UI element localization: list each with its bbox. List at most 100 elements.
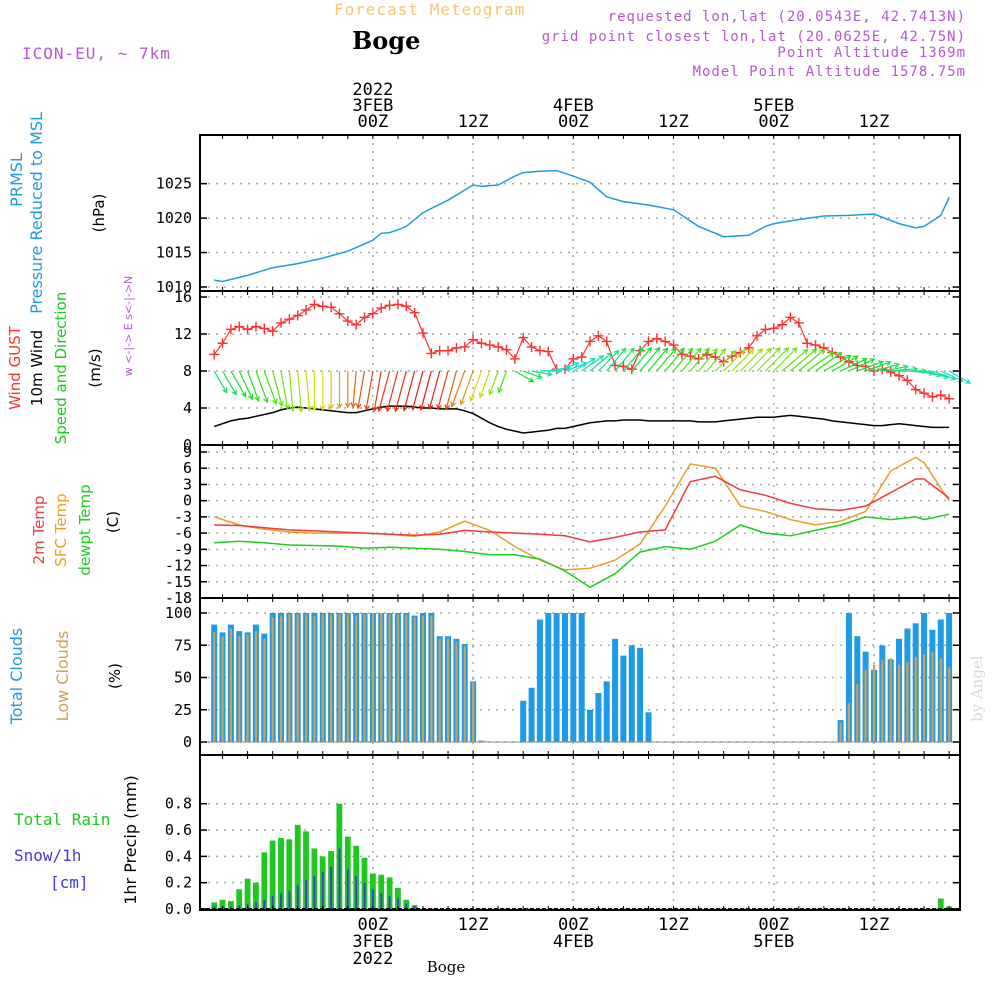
model-label: ICON-EU, ~ 7km [22, 44, 171, 63]
wind-direction-arrow [263, 370, 278, 405]
gust-marker [451, 342, 462, 353]
gust-marker [209, 349, 220, 360]
y-tick-label: -12 [165, 557, 192, 575]
y-tick-label: 0.6 [165, 821, 192, 839]
gust-marker [718, 356, 729, 367]
gust-marker [326, 302, 337, 313]
low-cloud-bar [380, 613, 383, 742]
wind-direction-arrow [581, 355, 605, 372]
rain-label: Total Rain [14, 810, 110, 829]
total-cloud-bar [528, 687, 535, 742]
gust-marker [443, 345, 454, 356]
wind-direction-arrow [639, 346, 661, 372]
wind-direction-arrow [681, 347, 702, 372]
wind-direction-arrow [714, 349, 737, 372]
gust-marker [392, 299, 403, 310]
snow-bar [255, 902, 257, 909]
wind-direction-arrow [469, 370, 483, 402]
total-cloud-bar [612, 638, 619, 742]
wind-direction-arrow [238, 370, 254, 401]
total-cloud-bar [536, 619, 543, 742]
low-cloud-bar [898, 664, 901, 742]
wind-gust-label: Wind GUST [6, 325, 24, 410]
rain-bar [261, 852, 268, 909]
total-cloud-bar [845, 613, 852, 742]
rain-bar [244, 878, 251, 909]
gust-marker [601, 336, 612, 347]
wind-direction-arrow [497, 370, 508, 394]
wind-direction-arrow [393, 370, 407, 413]
y-tick-label: 50 [174, 669, 192, 687]
snow-bar [305, 880, 307, 909]
gust-marker [284, 314, 295, 325]
low-cloud-bar [296, 614, 299, 742]
total-cloud-bar [587, 709, 593, 743]
wind-direction-arrow [350, 370, 357, 409]
wind-direction-arrow [773, 347, 798, 372]
gust-marker [593, 330, 604, 341]
gust-marker [468, 334, 479, 345]
y-tick-label: 6 [183, 459, 192, 477]
gust-marker [417, 328, 428, 339]
top-time-label: 00Z [758, 112, 789, 132]
wind-direction-arrow [305, 370, 313, 413]
wind-direction-arrow [288, 370, 296, 413]
total-cloud-bar [553, 613, 560, 742]
gust-marker [351, 319, 362, 330]
wind-direction-arrow [280, 370, 290, 411]
gust-marker [526, 341, 537, 352]
low-cloud-bar [321, 614, 324, 742]
wind-speed-line [213, 405, 950, 434]
snow-bar [296, 885, 299, 909]
wind-direction-arrow [706, 348, 727, 372]
pressure-line [214, 169, 950, 283]
temp-dewpt-line [214, 513, 950, 589]
wind-direction-arrow [731, 348, 755, 372]
wind-direction-arrow [857, 360, 885, 372]
snow-bar [355, 876, 358, 909]
wind-direction-arrow [230, 370, 247, 398]
low-cloud-bar [413, 616, 416, 742]
wind-direction-arrow [689, 347, 711, 372]
snow-bar [280, 893, 282, 909]
low-cloud-bar [939, 658, 942, 742]
top-time-label: 12Z [458, 112, 489, 132]
bottom-time-label: 4FEB [553, 932, 594, 952]
gust-line [213, 303, 950, 400]
y-tick-label: 25 [174, 701, 192, 719]
y-tick-label: 0 [183, 492, 192, 510]
low-cloud-bar [229, 628, 232, 742]
wind-direction-arrow [648, 347, 669, 372]
y-tick-label: 1015 [156, 244, 192, 262]
gust-marker [501, 344, 512, 355]
total-cloud-bar [545, 613, 552, 742]
low-cloud-bar [455, 641, 458, 742]
wind-direction-arrow [522, 370, 543, 380]
gust-marker [626, 364, 637, 375]
rain-bar [278, 837, 284, 909]
wind-speed-label: 10m Wind [28, 330, 46, 406]
rain-bar [253, 882, 259, 909]
low-cloud-bar [279, 615, 283, 742]
snow-bar [405, 903, 408, 909]
gust-marker [752, 330, 763, 341]
y-tick-label: 0.4 [165, 847, 192, 865]
bottom-time-label: 2022 [352, 949, 393, 969]
low-cloud-bar [313, 615, 316, 742]
y-tick-label: 75 [174, 636, 192, 654]
bottom-time-label: 00Z [358, 915, 389, 935]
low-cloud-bar [288, 614, 291, 742]
low-cloud-bar [213, 632, 216, 742]
gust-marker [660, 336, 671, 347]
gust-marker [760, 324, 771, 335]
gust-marker [793, 317, 804, 328]
rain-bar [219, 899, 226, 909]
snow-unit-label: [cm] [50, 873, 89, 892]
total-cloud-bar [562, 613, 568, 742]
low-cloud-bar [246, 634, 249, 742]
wind-compass-legend: w <-|-> E s<-|->N [122, 276, 135, 377]
snow-bar [363, 882, 366, 909]
y-tick-label: 9 [183, 443, 192, 461]
gust-marker [902, 375, 913, 386]
